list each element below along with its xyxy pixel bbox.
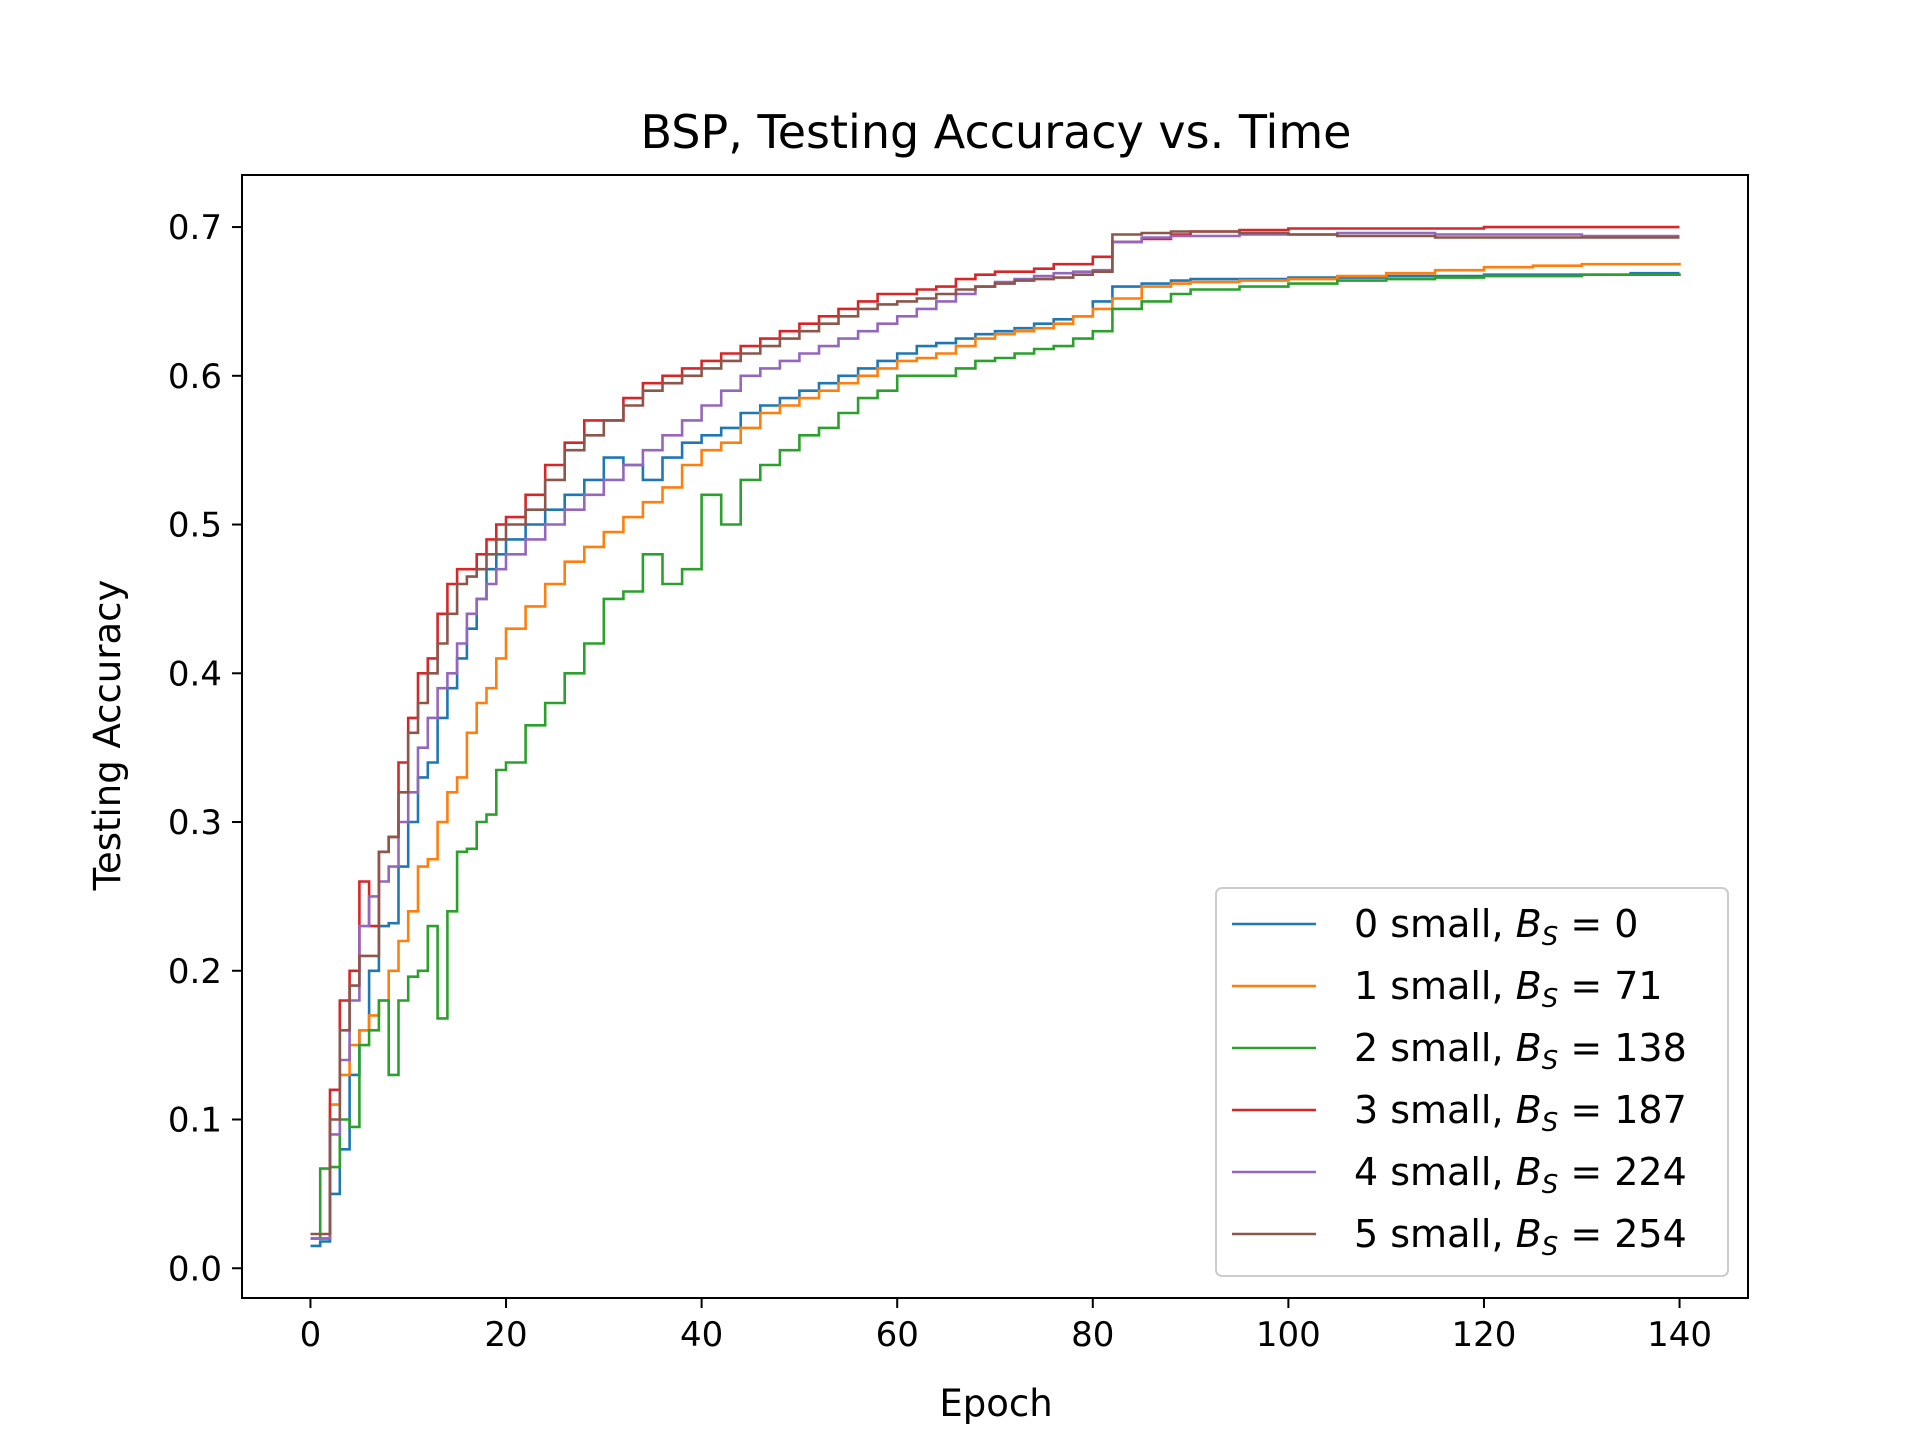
series-line-1: [310, 262, 1681, 1240]
y-tick-label-6: 0.6: [168, 357, 222, 397]
y-tick-label-2: 0.2: [168, 952, 222, 992]
legend-box: [1215, 887, 1729, 1277]
legend: 0 small, BS = 0 1 small, BS = 71 2 small, …: [1215, 887, 1729, 1277]
legend-label-2: 2 small, BS = 138: [1354, 1026, 1687, 1076]
series-line-5: [310, 230, 1680, 1236]
x-tick-label-1: 20: [484, 1315, 527, 1355]
chart-title: BSP, Testing Accuracy vs. Time: [641, 105, 1352, 159]
axes: 0 20 40 60 80 100 120 140 0.0 0.1 0.2 0.3 0.4 0.5 0.6 0…: [168, 174, 1749, 1355]
x-tick-label-7: 140: [1647, 1315, 1712, 1355]
x-tick-label-6: 120: [1452, 1315, 1517, 1355]
y-axis-title: Testing Accuracy: [86, 580, 129, 892]
y-tick-label-7: 0.7: [168, 208, 222, 248]
legend-label-4: 4 small, BS = 224: [1354, 1150, 1687, 1200]
y-tick-label-0: 0.0: [168, 1249, 222, 1289]
x-axis-title: Epoch: [939, 1382, 1052, 1425]
x-tick-label-0: 0: [300, 1315, 322, 1355]
x-tick-label-4: 80: [1071, 1315, 1114, 1355]
series-line-2: [310, 273, 1681, 1240]
legend-label-3: 3 small, BS = 187: [1354, 1088, 1687, 1138]
plot-area: [310, 225, 1681, 1248]
legend-label-5: 5 small, BS = 254: [1354, 1212, 1687, 1262]
x-tick-label-5: 100: [1256, 1315, 1321, 1355]
series-line-0: [310, 271, 1680, 1248]
legend-label-0: 0 small, BS = 0: [1354, 902, 1638, 952]
legend-label-1: 1 small, BS = 71: [1354, 964, 1663, 1014]
x-tick-label-2: 40: [680, 1315, 723, 1355]
y-tick-label-1: 0.1: [168, 1101, 222, 1141]
y-tick-label-5: 0.5: [168, 506, 222, 546]
axes-frame: [241, 174, 1749, 1299]
y-tick-label-3: 0.3: [168, 803, 222, 843]
y-tick-label-4: 0.4: [168, 654, 222, 694]
x-tick-label-3: 60: [876, 1315, 919, 1355]
